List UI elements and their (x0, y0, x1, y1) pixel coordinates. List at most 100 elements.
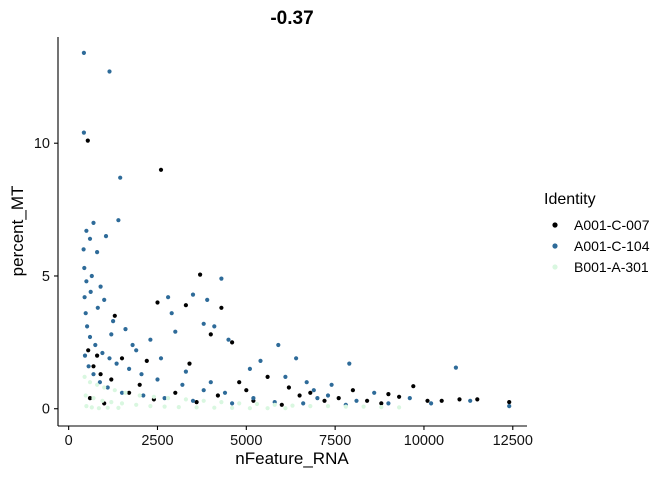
data-point-2-7 (151, 394, 156, 399)
data-point-0-14 (187, 361, 192, 366)
data-point-2-21 (397, 405, 402, 410)
data-point-2-5 (123, 390, 128, 395)
data-point-1-56 (201, 388, 206, 393)
data-point-1-9 (81, 247, 86, 252)
data-point-1-61 (91, 372, 96, 377)
data-point-2-31 (194, 405, 199, 410)
data-point-2-20 (379, 405, 384, 410)
legend-swatch-2 (552, 264, 558, 270)
data-point-1-23 (347, 361, 352, 366)
data-point-0-44 (308, 390, 313, 395)
data-point-1-24 (453, 365, 458, 370)
data-point-1-30 (407, 396, 412, 401)
y-axis-ticks: 0 5 10 (34, 136, 58, 418)
x-tick-label-1: 2500 (141, 433, 173, 449)
data-point-0-45 (244, 388, 249, 393)
data-point-0-41 (279, 402, 284, 407)
x-axis-title: nFeature_RNA (235, 449, 349, 468)
data-point-2-35 (265, 406, 270, 411)
data-point-1-63 (105, 385, 110, 390)
data-point-0-18 (98, 372, 103, 377)
data-point-1-5 (91, 220, 96, 225)
data-point-2-11 (219, 400, 224, 405)
data-point-1-4 (116, 218, 121, 223)
data-point-0-27 (425, 398, 430, 403)
data-point-0-11 (119, 356, 125, 361)
data-point-1-67 (190, 398, 196, 403)
data-point-1-15 (169, 311, 174, 316)
data-point-0-26 (411, 384, 416, 389)
data-point-1-60 (86, 364, 91, 369)
data-point-2-38 (89, 405, 94, 410)
data-point-1-68 (230, 401, 235, 406)
legend-swatch-0 (552, 222, 558, 228)
data-point-1-11 (219, 276, 224, 281)
data-point-0-13 (91, 364, 96, 369)
data-point-1-43 (84, 279, 89, 284)
data-point-2-39 (96, 406, 101, 411)
legend-items: A001-C-007 A001-C-104 B001-A-301 (552, 217, 650, 275)
data-point-1-46 (85, 324, 90, 329)
data-point-1-6 (103, 234, 109, 239)
legend-label-0: A001-C-007 (574, 217, 650, 233)
data-point-0-22 (297, 393, 302, 398)
data-point-0-21 (173, 390, 178, 395)
legend-swatch-1 (552, 243, 558, 249)
data-point-0-31 (507, 400, 512, 405)
data-point-0-24 (350, 388, 355, 393)
data-point-0-16 (237, 380, 242, 385)
data-point-1-26 (283, 374, 288, 379)
data-point-1-78 (158, 356, 164, 361)
data-point-1-20 (276, 342, 281, 348)
data-point-0-20 (137, 382, 142, 387)
data-point-0-8 (230, 340, 235, 345)
data-point-2-40 (105, 405, 110, 410)
data-point-1-21 (294, 356, 299, 361)
x-axis-ticks: 0 2500 5000 7500 10000 12500 (65, 426, 533, 449)
data-point-1-49 (100, 350, 105, 356)
data-point-0-7 (208, 332, 213, 337)
data-point-1-10 (95, 250, 100, 255)
data-point-2-17 (325, 404, 331, 409)
data-point-1-44 (82, 295, 87, 300)
data-point-2-32 (212, 405, 217, 410)
data-point-1-37 (134, 348, 139, 353)
data-point-2-41 (116, 405, 121, 410)
data-point-2-1 (87, 380, 93, 385)
data-point-1-48 (93, 342, 98, 348)
data-point-2-8 (166, 396, 171, 401)
data-point-1-36 (148, 337, 153, 342)
legend-label-1: A001-C-104 (574, 238, 650, 254)
y-axis-title: percent_MT (8, 186, 27, 277)
data-point-0-36 (127, 390, 132, 395)
data-point-0-32 (379, 401, 384, 406)
data-point-0-6 (112, 313, 117, 318)
data-point-2-10 (201, 398, 206, 403)
data-point-2-28 (148, 404, 153, 409)
data-point-2-9 (183, 397, 188, 402)
data-point-2-4 (112, 388, 117, 393)
data-point-1-13 (166, 295, 171, 300)
data-point-0-28 (439, 398, 444, 403)
data-point-2-0 (82, 374, 87, 379)
data-point-1-77 (130, 342, 135, 348)
legend-title: Identity (544, 191, 596, 208)
data-point-0-4 (183, 303, 188, 308)
data-point-0-3 (155, 300, 160, 305)
y-tick-label-1: 5 (42, 269, 50, 285)
data-point-0-29 (457, 397, 462, 402)
data-point-1-16 (201, 321, 206, 326)
data-point-2-23 (91, 396, 96, 401)
data-point-1-73 (82, 265, 87, 271)
x-tick-label-5: 12500 (493, 433, 533, 449)
y-tick-label-0: 0 (42, 402, 50, 418)
data-point-0-1 (158, 167, 164, 172)
data-point-1-81 (311, 388, 316, 393)
data-point-1-32 (468, 398, 473, 403)
data-point-1-39 (109, 332, 114, 337)
data-point-2-34 (247, 406, 252, 411)
data-point-1-51 (114, 361, 119, 366)
data-point-1-79 (183, 369, 188, 374)
data-point-2-33 (230, 405, 235, 410)
data-point-1-19 (226, 337, 231, 342)
